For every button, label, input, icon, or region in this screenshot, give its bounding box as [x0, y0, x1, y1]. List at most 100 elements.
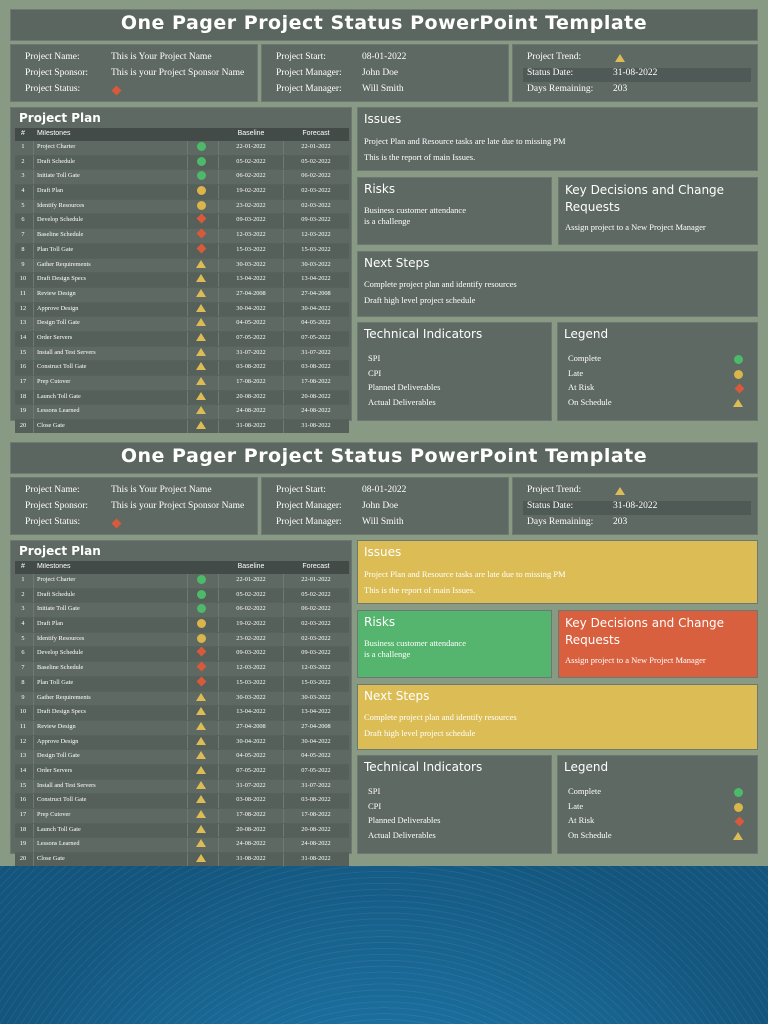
legend-label: Complete: [568, 786, 602, 796]
milestone-name: Draft Design Specs: [37, 275, 86, 283]
header-num: #: [21, 563, 25, 570]
row-number: 3: [21, 605, 25, 613]
technical-box-heading: Technical Indicators: [364, 760, 483, 774]
column-divider: [33, 317, 34, 331]
table-row: 6 Develop Schedule 09-03-2022 09-03-2022: [15, 213, 349, 230]
milestone-name: Identify Resources: [37, 634, 85, 642]
column-divider: [218, 331, 219, 346]
legend-label: On Schedule: [568, 829, 612, 840]
column-divider: [187, 823, 188, 838]
baseline-date: 12-03-2022: [236, 664, 266, 672]
status-cell: [187, 377, 215, 387]
column-divider: [283, 603, 284, 618]
column-divider: [33, 185, 34, 199]
legend-marker: [734, 802, 743, 814]
column-divider: [187, 199, 188, 214]
baseline-date: 13-04-2022: [236, 708, 266, 716]
forecast-date: 22-01-2022: [301, 143, 331, 150]
complete-circle-icon: [734, 355, 743, 364]
column-divider: [283, 706, 284, 720]
info-row: Project Manager: Will Smith: [272, 84, 502, 98]
forecast-date: 02-03-2022: [301, 187, 331, 195]
status-cell: [187, 633, 215, 645]
forecast-date: 31-08-2022: [301, 422, 331, 430]
baseline-date: 19-02-2022: [236, 620, 266, 628]
status-cell: [187, 303, 215, 314]
column-divider: [33, 243, 34, 258]
risks-box: Risks Business customer attendance is a ch…: [357, 177, 552, 245]
late-circle-icon: [734, 802, 743, 812]
baseline-date: 22-01-2022: [236, 576, 266, 583]
technical-list: SPI CPI Planned Deliverables Actual Deliver…: [368, 786, 541, 844]
column-divider: [283, 302, 284, 317]
column-divider: [218, 588, 219, 603]
table-row: 12 Approve Design 30-04-2022 30-04-2022: [15, 302, 349, 318]
column-divider: [218, 574, 219, 588]
column-divider: [218, 647, 219, 662]
at-risk-diamond-icon: [196, 646, 206, 657]
row-number: 16: [19, 363, 27, 371]
row-number: 6: [21, 649, 25, 657]
at-risk-diamond-icon: [734, 383, 745, 394]
status-cell: [187, 186, 215, 197]
on-schedule-triangle-icon: [196, 274, 206, 283]
slide-2: One Pager Project Status PowerPoint Temp…: [0, 433, 768, 868]
column-divider: [33, 376, 34, 390]
background-pattern: [0, 866, 768, 1024]
header-baseline: Baseline: [237, 563, 265, 570]
column-divider: [187, 603, 188, 618]
column-divider: [33, 229, 34, 243]
column-divider: [283, 243, 284, 258]
info-label: Project Start:: [276, 52, 326, 62]
column-divider: [33, 170, 34, 185]
milestone-name: Project Charter: [37, 576, 76, 583]
row-number: 11: [19, 722, 27, 730]
forecast-date: 24-08-2022: [301, 407, 331, 415]
table-row: 7 Baseline Schedule 12-03-2022 12-03-2022: [15, 228, 349, 244]
column-divider: [218, 632, 219, 647]
row-number: 8: [21, 678, 25, 686]
column-divider: [187, 214, 188, 229]
row-number: 14: [19, 766, 27, 774]
on-schedule-triangle-icon: [196, 347, 206, 356]
status-cell: [187, 646, 215, 657]
table-header: # Milestones Baseline Forecast: [15, 561, 349, 574]
status-cell: [187, 824, 215, 835]
project-plan-heading: Project Plan: [19, 544, 101, 558]
column-divider: [283, 632, 284, 647]
status-cell: [187, 765, 215, 776]
column-divider: [33, 706, 34, 720]
info-value: Will Smith: [362, 517, 404, 527]
forecast-date: 17-08-2022: [301, 811, 331, 818]
row-number: 4: [21, 187, 25, 195]
technical-box-heading: Technical Indicators: [364, 327, 483, 341]
column-divider: [218, 420, 219, 434]
column-divider: [283, 155, 284, 170]
info-value: 08-01-2022: [362, 485, 407, 495]
info-label: Project Trend:: [527, 485, 582, 495]
status-cell: [187, 736, 215, 747]
info-value: 31-08-2022: [613, 68, 658, 78]
column-divider: [218, 155, 219, 170]
milestone-name: Launch Toll Gate: [37, 392, 81, 400]
on-schedule-triangle-icon: [196, 303, 206, 312]
column-divider: [187, 750, 188, 764]
column-divider: [187, 618, 188, 632]
baseline-date: 27-04-2008: [236, 722, 266, 730]
status-cell: [187, 142, 215, 153]
baseline-date: 06-02-2022: [236, 172, 266, 180]
baseline-date: 07-05-2022: [236, 766, 266, 774]
table-row: 3 Initiate Toll Gate 06-02-2022 06-02-2022: [15, 170, 349, 186]
at-risk-diamond-icon: [196, 676, 206, 687]
row-number: 8: [21, 245, 25, 253]
status-cell: [187, 347, 215, 358]
column-divider: [33, 632, 34, 647]
column-divider: [33, 838, 34, 853]
milestone-name: Plan Toll Gate: [37, 678, 74, 686]
legend-marker: [734, 788, 743, 799]
info-value: This is Your Project Name: [111, 52, 212, 62]
column-divider: [187, 574, 188, 588]
info-row: Project Status:: [21, 84, 251, 98]
baseline-date: 17-08-2022: [236, 378, 266, 385]
header-forecast: Forecast: [302, 130, 330, 137]
